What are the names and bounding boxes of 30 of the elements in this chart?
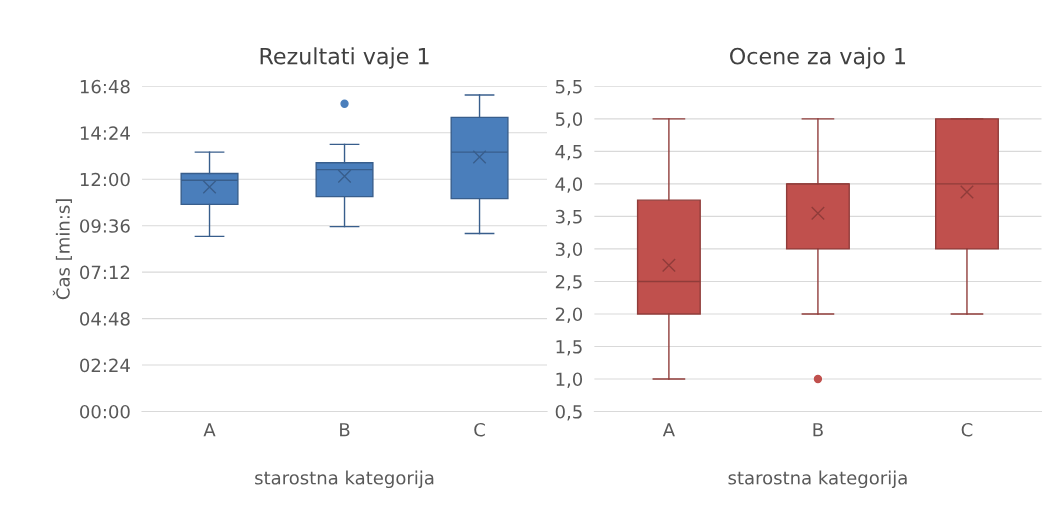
y-tick-label: 3,0 bbox=[555, 242, 583, 258]
chart-title: Rezultati vaje 1 bbox=[260, 47, 429, 69]
y-tick-label: 14:24 bbox=[80, 126, 130, 140]
y-tick-label: 02:24 bbox=[80, 358, 130, 373]
y-tick-label: 1,0 bbox=[556, 372, 583, 388]
x-tick-label: A bbox=[662, 423, 675, 437]
x-tick-label: A bbox=[203, 423, 216, 437]
y-tick-label: 1,5 bbox=[556, 340, 582, 356]
y-tick-label: 00:00 bbox=[80, 404, 130, 419]
x-axis-title: starostna kategorija bbox=[728, 470, 907, 489]
y-tick-label: 5,5 bbox=[555, 80, 582, 96]
y-tick-label: 2,5 bbox=[555, 274, 582, 291]
chart-title: Ocene za vajo 1 bbox=[730, 47, 906, 69]
x-tick-label: C bbox=[961, 422, 973, 437]
y-tick-label: 04:48 bbox=[80, 312, 130, 326]
y-tick-label: 12:00 bbox=[80, 172, 130, 187]
y-tick-label: 4,5 bbox=[555, 145, 582, 161]
y-tick-label: 0,5 bbox=[555, 404, 582, 421]
y-tick-label: 16:48 bbox=[80, 79, 130, 94]
x-axis-title: starostna kategorija bbox=[255, 470, 434, 489]
y-tick-label: 09:36 bbox=[80, 219, 130, 233]
y-tick-label: 4,0 bbox=[555, 177, 583, 193]
y-axis-title: Čas [min:s] bbox=[52, 199, 72, 300]
y-tick-label: 3,5 bbox=[555, 209, 582, 226]
y-tick-label: 2,0 bbox=[555, 307, 583, 323]
x-tick-label: B bbox=[813, 423, 823, 437]
y-tick-label: 07:12 bbox=[80, 265, 130, 280]
y-tick-label: 5,0 bbox=[555, 112, 583, 128]
x-tick-label: C bbox=[474, 422, 485, 437]
x-tick-label: B bbox=[340, 423, 350, 437]
